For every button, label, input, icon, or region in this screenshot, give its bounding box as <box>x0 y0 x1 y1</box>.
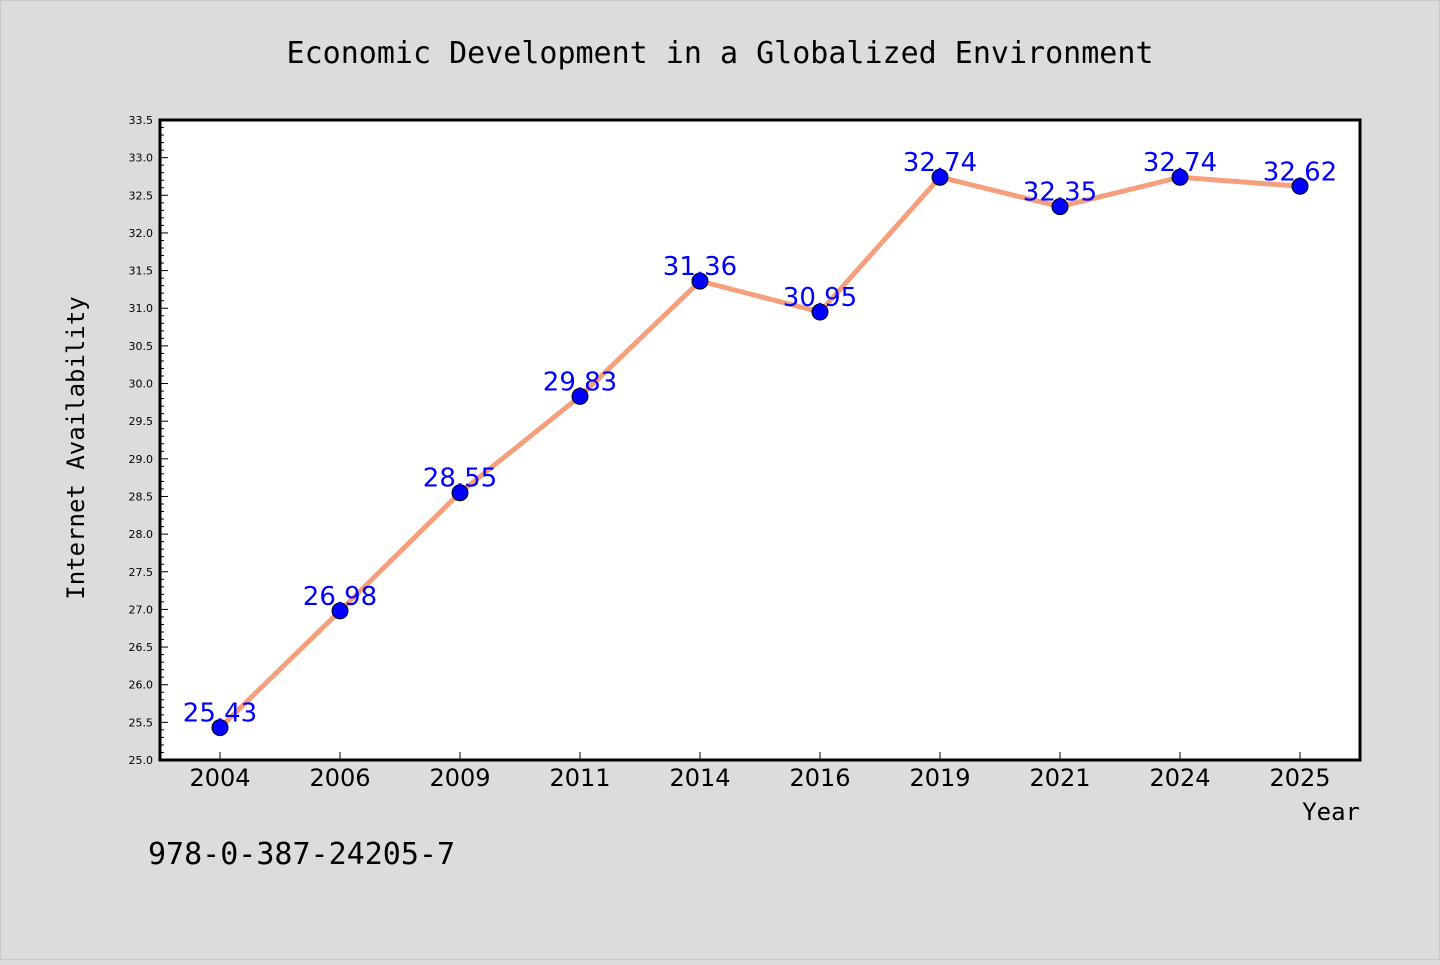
x-axis-tick-labels: 2004 2006 2009 2011 2014 2016 2019 2021 2024 2025 <box>189 764 1330 792</box>
x-tick-label: 2011 <box>549 764 610 792</box>
y-tick-label: 31.0 <box>129 302 154 315</box>
data-point <box>811 303 829 321</box>
data-label: 32.74 <box>903 148 977 178</box>
data-point <box>331 602 349 620</box>
x-tick-label: 2014 <box>669 764 730 792</box>
y-tick-label: 26.0 <box>129 679 154 692</box>
data-label: 32.62 <box>1263 157 1337 187</box>
data-label: 28.55 <box>423 464 497 494</box>
y-tick-label: 29.5 <box>129 415 154 428</box>
x-tick-label: 2009 <box>429 764 490 792</box>
x-tick-label: 2019 <box>909 764 970 792</box>
data-label: 32.74 <box>1143 148 1217 178</box>
y-tick-label: 29.0 <box>129 453 154 466</box>
series-lines <box>217 174 1303 731</box>
data-label: 29.83 <box>543 367 617 397</box>
x-tick-label: 2004 <box>189 764 250 792</box>
data-point <box>571 387 589 405</box>
data-label: 25.43 <box>183 699 257 729</box>
x-tick-label: 2016 <box>789 764 850 792</box>
footer-code: 978-0-387-24205-7 <box>148 837 455 872</box>
series-line <box>217 174 1303 731</box>
y-tick-label: 28.5 <box>129 490 154 503</box>
y-tick-label: 31.5 <box>129 265 154 278</box>
x-tick-label: 2025 <box>1269 764 1330 792</box>
y-tick-label: 25.5 <box>129 716 154 729</box>
y-tick-label: 33.0 <box>129 152 154 165</box>
x-axis-ticks <box>219 752 1301 760</box>
data-label: 31.36 <box>663 252 737 282</box>
y-tick-label: 32.5 <box>129 189 154 202</box>
chart-title: Economic Development in a Globalized Env… <box>287 36 1154 71</box>
x-tick-label: 2006 <box>309 764 370 792</box>
series-markers <box>211 168 1309 737</box>
y-axis-label: Internet Availability <box>62 296 90 599</box>
data-label: 26.98 <box>303 582 377 612</box>
x-tick-label: 2021 <box>1029 764 1090 792</box>
data-point <box>1171 168 1189 186</box>
y-tick-label: 27.0 <box>129 603 154 616</box>
y-tick-label: 25.0 <box>129 754 154 767</box>
y-tick-label: 26.5 <box>129 641 154 654</box>
y-tick-label: 33.5 <box>129 114 154 127</box>
data-point <box>451 484 469 502</box>
y-tick-label: 28.0 <box>129 528 154 541</box>
y-tick-label: 27.5 <box>129 566 154 579</box>
data-point <box>691 272 709 290</box>
data-point <box>931 168 949 186</box>
plot-area <box>158 118 1362 762</box>
y-tick-label: 32.0 <box>129 227 154 240</box>
x-tick-label: 2024 <box>1149 764 1210 792</box>
data-point <box>1291 177 1309 195</box>
y-axis-tick-labels: 25.0 25.5 26.0 26.5 27.0 27.5 28.0 28.5 29.0 29.5… <box>129 114 154 767</box>
data-label: 30.95 <box>783 283 857 313</box>
data-labels: 25.43 26.98 28.55 29.83 31.36 30.95 32.74 32.35… <box>183 148 1337 728</box>
y-axis-ticks <box>160 119 168 761</box>
y-tick-label: 30.5 <box>129 340 154 353</box>
data-point <box>211 719 229 737</box>
y-tick-label: 30.0 <box>129 378 154 391</box>
x-axis-label: Year <box>1302 798 1360 826</box>
data-label: 32.35 <box>1023 178 1097 208</box>
data-point <box>1051 198 1069 216</box>
